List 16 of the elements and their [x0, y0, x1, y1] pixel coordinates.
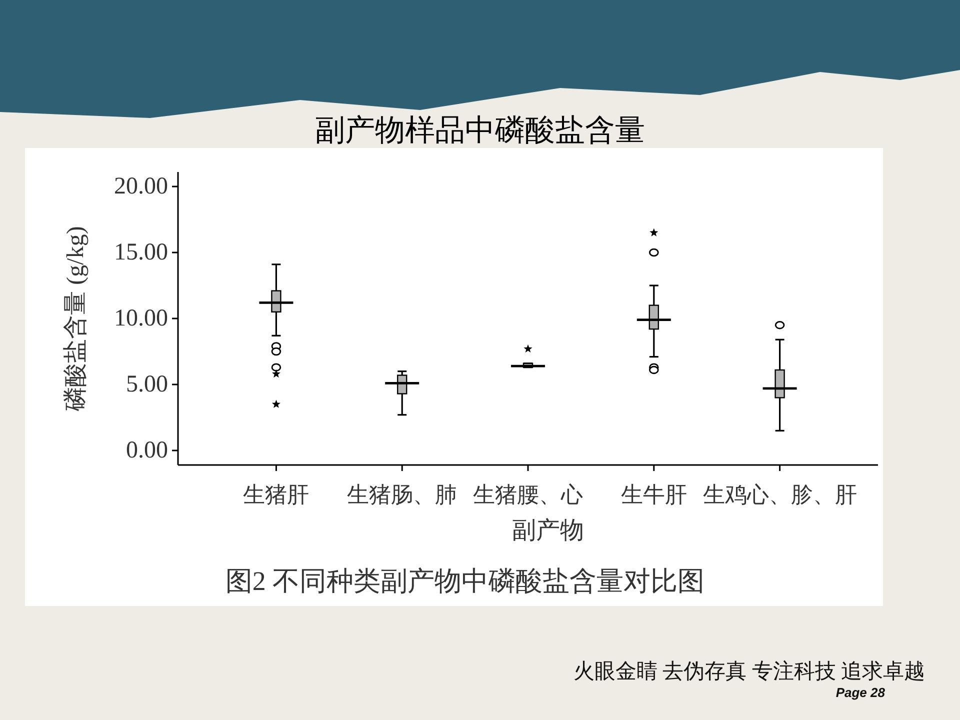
y-tick-label: 0.00 — [126, 437, 168, 464]
y-tick-label: 10.00 — [114, 306, 168, 332]
y-axis-title: 磷酸盐含量 (g/kg) — [63, 226, 89, 411]
y-tick-label: 15.00 — [114, 240, 168, 266]
caption: 图2 不同种类副产物中磷酸盐含量对比图 — [225, 566, 705, 596]
y-tick-label: 5.00 — [126, 372, 168, 398]
x-axis-title: 副产物 — [512, 518, 584, 544]
y-tick-label: 20.00 — [114, 174, 168, 200]
x-tick-label: 生猪肝 — [243, 482, 310, 507]
annotation: 火眼金睛 去伪存真 专注科技 追求卓越 — [573, 659, 925, 683]
chart-title: 副产物样品中磷酸盐含量 — [315, 114, 645, 147]
x-tick-label: 生牛肝 — [620, 482, 687, 507]
x-tick-label: 生鸡心、胗、肝 — [702, 482, 857, 507]
x-tick-label: 生猪腰、心 — [473, 482, 583, 507]
annotation: Page 28 — [836, 685, 885, 700]
x-tick-label: 生猪肠、肺 — [347, 482, 458, 507]
